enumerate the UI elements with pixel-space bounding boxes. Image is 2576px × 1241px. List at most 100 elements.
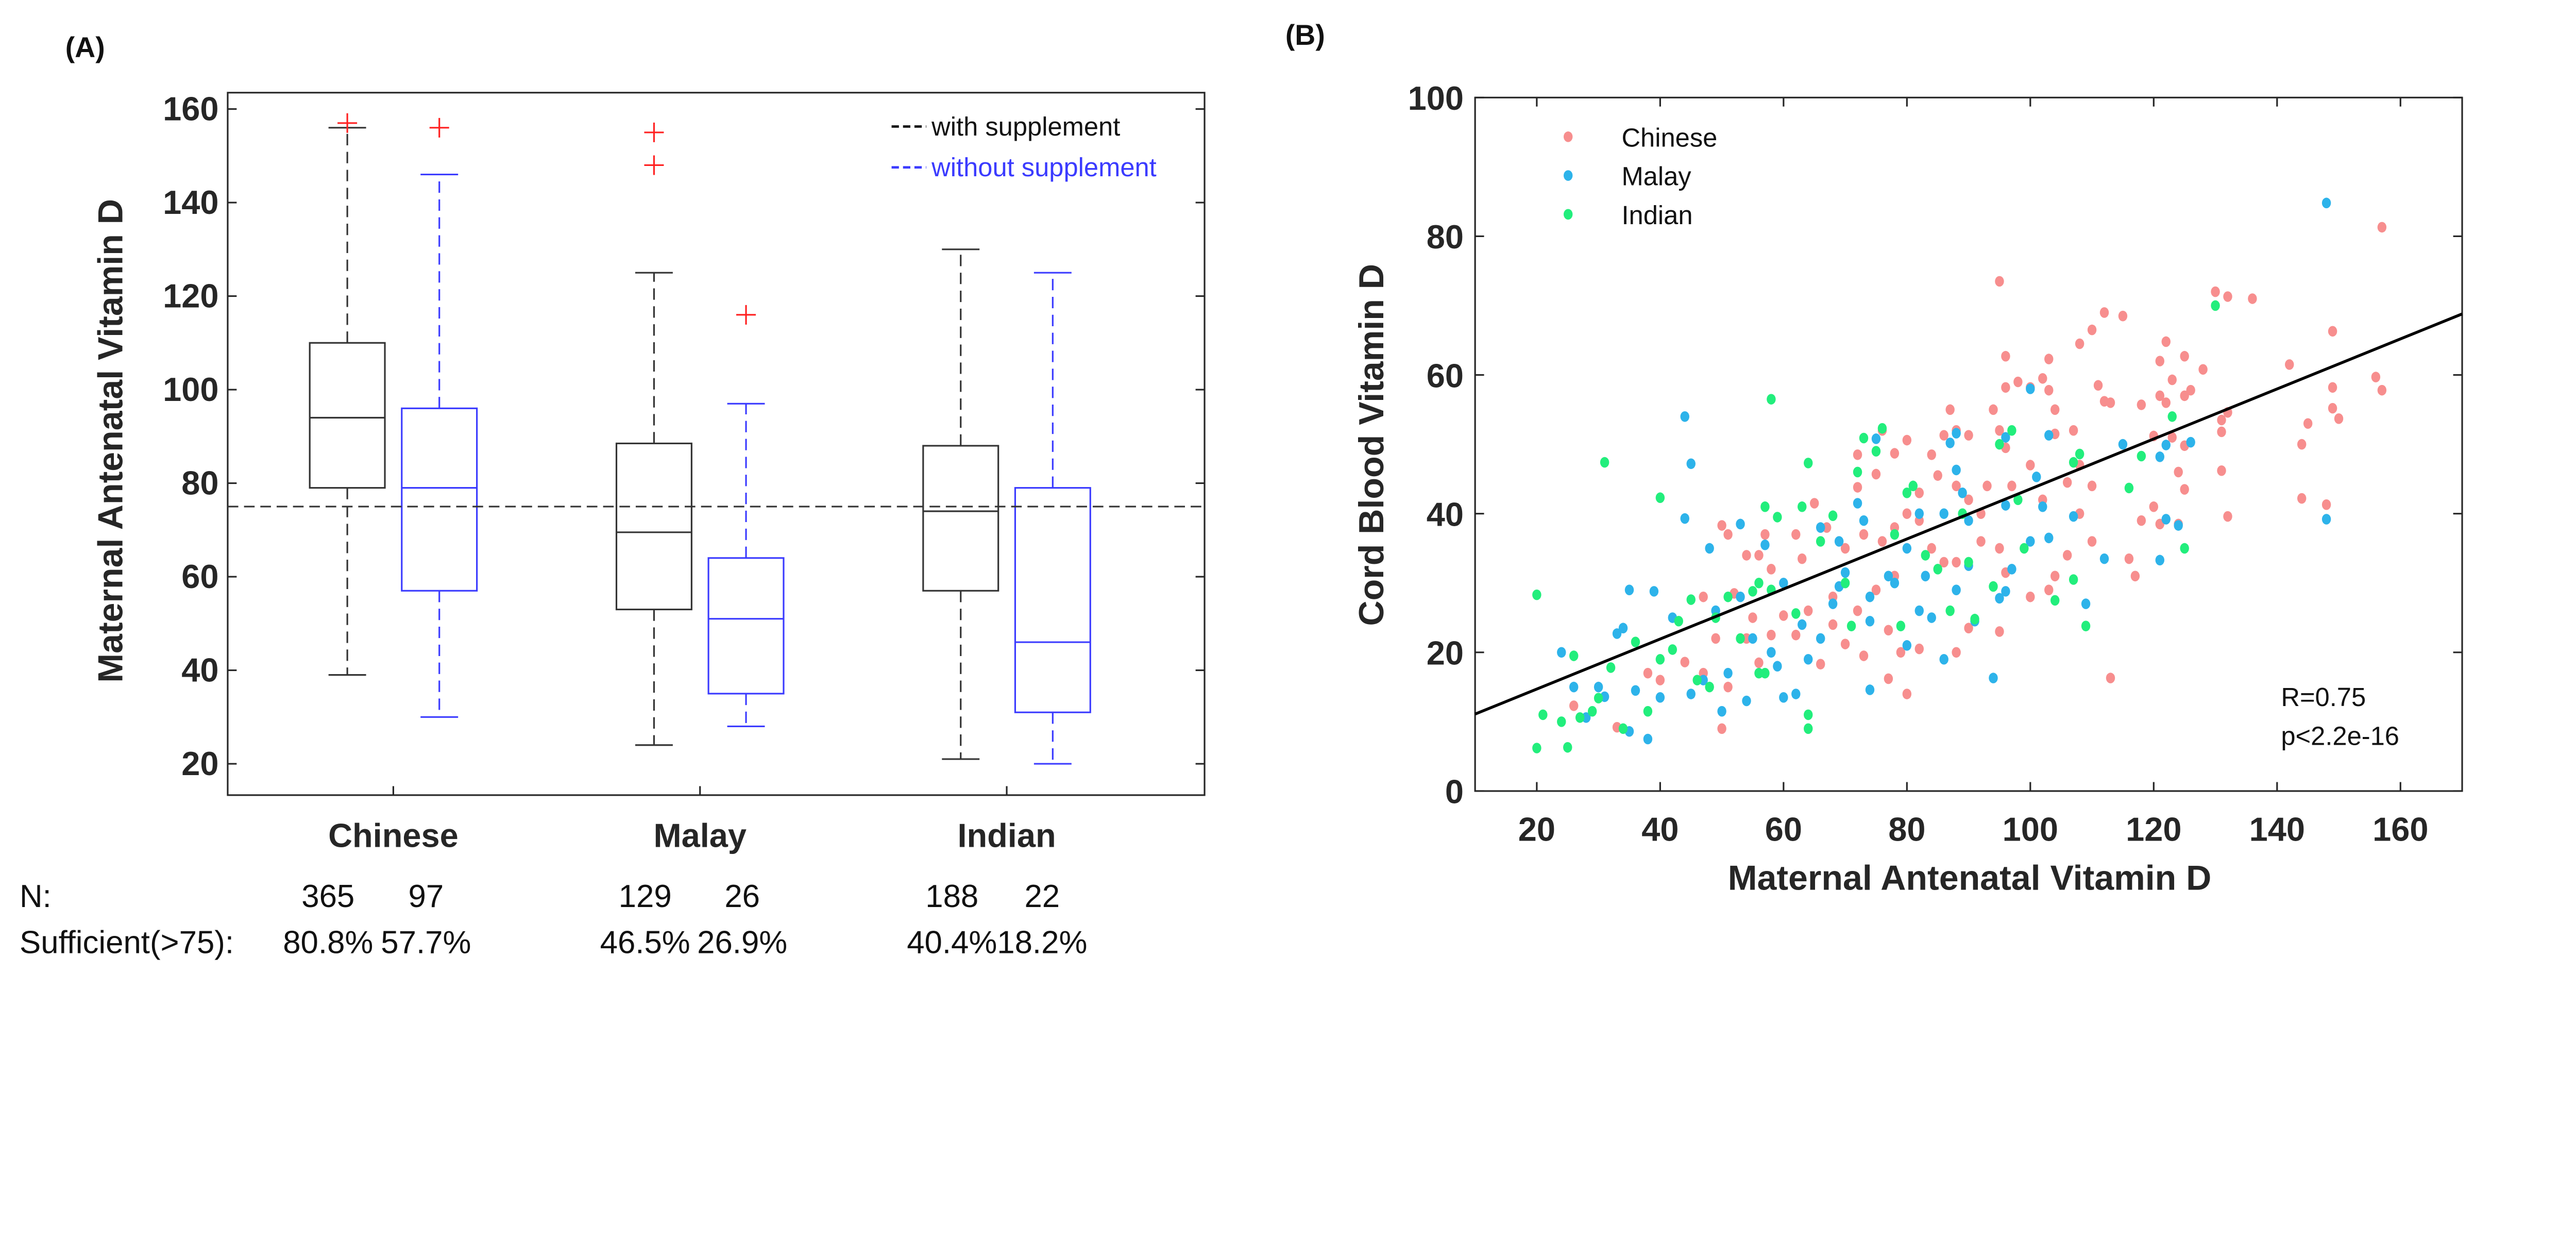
scatter-point-chinese bbox=[1982, 480, 1992, 492]
scatter-point-indian bbox=[1964, 557, 1973, 568]
scatter-point-chinese bbox=[1804, 605, 1813, 616]
scatter-point-malay bbox=[1618, 623, 1628, 633]
scatter-point-chinese bbox=[1840, 639, 1850, 649]
scatter-point-indian bbox=[1594, 693, 1603, 703]
scatter-point-chinese bbox=[2297, 439, 2307, 450]
regression-line bbox=[1475, 312, 2463, 716]
scatter-point-chinese bbox=[2217, 414, 2226, 426]
scatter-point-indian bbox=[1618, 723, 1628, 734]
scatter-point-malay bbox=[1828, 598, 1838, 609]
scatter-chart: Cord Blood Vitamin D Maternal Antenatal … bbox=[1352, 79, 2463, 898]
scatter-point-malay bbox=[1581, 712, 1591, 723]
scatter-point-indian bbox=[1754, 577, 1764, 589]
scatter-point-chinese bbox=[2050, 571, 2060, 582]
n-value: 97 bbox=[409, 879, 444, 914]
y-tick-label: 100 bbox=[1408, 79, 1464, 117]
scatter-point-indian bbox=[1643, 706, 1653, 717]
scatter-point-malay bbox=[1717, 706, 1726, 717]
scatter-point-indian bbox=[1921, 550, 1930, 561]
scatter-point-indian bbox=[2013, 494, 2023, 506]
scatter-point-indian bbox=[1840, 577, 1850, 589]
scatter-point-malay bbox=[1952, 428, 1961, 439]
scatter-point-malay bbox=[1989, 673, 1998, 683]
scatter-point-chinese bbox=[2149, 501, 2159, 512]
scatter-point-indian bbox=[1563, 742, 1572, 753]
scatter-point-indian bbox=[1773, 512, 1782, 523]
x-tick-label: 140 bbox=[2249, 811, 2305, 848]
scatter-point-chinese bbox=[1995, 425, 2004, 436]
scatter-point-chinese bbox=[2001, 350, 2010, 362]
scatter-point-chinese bbox=[1754, 657, 1764, 668]
scatter-point-chinese bbox=[2007, 480, 2016, 492]
p-annotation: p<2.2e-16 bbox=[2281, 721, 2399, 750]
scatter-point-chinese bbox=[1840, 543, 1850, 554]
legend-marker-indian bbox=[1564, 209, 1573, 220]
scatter-point-indian bbox=[1890, 529, 1900, 540]
scatter-point-indian bbox=[1804, 709, 1813, 720]
scatter-point-chinese bbox=[2099, 396, 2109, 407]
category-label: Malay bbox=[653, 816, 746, 854]
x-tick-label: 80 bbox=[1888, 811, 1925, 848]
scatter-point-chinese bbox=[1828, 619, 1838, 630]
scatter-point-malay bbox=[1952, 584, 1961, 595]
scatter-point-malay bbox=[1834, 536, 1844, 547]
scatter-point-chinese bbox=[2155, 390, 2164, 401]
scatter-point-malay bbox=[1964, 515, 1973, 526]
scatter-point-chinese bbox=[2062, 550, 2072, 561]
scatter-point-malay bbox=[2155, 451, 2164, 462]
scatter-point-chinese bbox=[1896, 647, 1906, 658]
scatter-point-indian bbox=[1692, 675, 1702, 685]
scatter-point-indian bbox=[1798, 501, 1807, 512]
scatter-point-chinese bbox=[2069, 425, 2078, 436]
scatter-point-indian bbox=[1853, 466, 1862, 478]
scatter-point-chinese bbox=[1853, 605, 1862, 616]
scatter-point-indian bbox=[1896, 620, 1906, 631]
scatter-point-chinese bbox=[1655, 675, 1665, 685]
scatter-point-chinese bbox=[2062, 477, 2072, 488]
scatter-point-chinese bbox=[2211, 286, 2220, 297]
scatter-point-chinese bbox=[1853, 482, 1862, 493]
scatter-point-indian bbox=[1828, 510, 1838, 522]
scatter-point-chinese bbox=[2167, 432, 2177, 443]
scatter-point-chinese bbox=[2180, 350, 2189, 362]
x-tick-label: 60 bbox=[1765, 811, 1802, 848]
scatter-point-indian bbox=[1804, 458, 1813, 468]
scatter-point-indian bbox=[1754, 667, 1764, 679]
outlier-marker bbox=[337, 113, 358, 133]
scatter-point-malay bbox=[1767, 647, 1776, 658]
scatter-point-malay bbox=[2099, 553, 2109, 564]
scatter-point-chinese bbox=[2087, 536, 2097, 547]
y-tick-label: 80 bbox=[181, 464, 218, 502]
scatter-point-indian bbox=[1970, 613, 1979, 625]
scatter-point-indian bbox=[2050, 595, 2060, 606]
scatter-point-chinese bbox=[1723, 529, 1733, 540]
scatter-point-chinese bbox=[1995, 276, 2004, 287]
scatter-point-chinese bbox=[2285, 359, 2294, 370]
scatter-point-indian bbox=[2081, 620, 2091, 631]
scatter-point-chinese bbox=[1767, 629, 1776, 641]
scatter-point-chinese bbox=[2334, 413, 2344, 424]
scatter-point-malay bbox=[2026, 383, 2035, 394]
box-iqr bbox=[707, 557, 785, 695]
scatter-point-indian bbox=[2211, 300, 2220, 311]
x-tick-label: 100 bbox=[2003, 811, 2058, 848]
scatter-point-indian bbox=[1705, 681, 1714, 693]
scatter-point-chinese bbox=[2026, 591, 2035, 602]
scatter-point-malay bbox=[1624, 584, 1634, 595]
scatter-point-chinese bbox=[1964, 430, 1973, 441]
scatter-point-indian bbox=[1859, 432, 1869, 444]
scatter-point-malay bbox=[1680, 411, 1689, 422]
scatter-point-indian bbox=[1532, 589, 1541, 600]
n-value: 188 bbox=[925, 879, 978, 914]
scatter-point-malay bbox=[2044, 532, 2054, 544]
scatter-point-malay bbox=[1945, 438, 1955, 448]
panel-a-label: (A) bbox=[65, 31, 105, 63]
r-annotation: R=0.75 bbox=[2281, 682, 2366, 712]
scatter-point-indian bbox=[1736, 633, 1745, 644]
scatter-point-malay bbox=[1631, 685, 1640, 696]
scatter-point-malay bbox=[1853, 498, 1862, 509]
scatter-point-chinese bbox=[1952, 557, 1961, 568]
scatter-point-malay bbox=[1779, 692, 1788, 703]
sufficient-row-label: Sufficient(>75): bbox=[20, 925, 234, 960]
scatter-point-chinese bbox=[1754, 550, 1764, 561]
